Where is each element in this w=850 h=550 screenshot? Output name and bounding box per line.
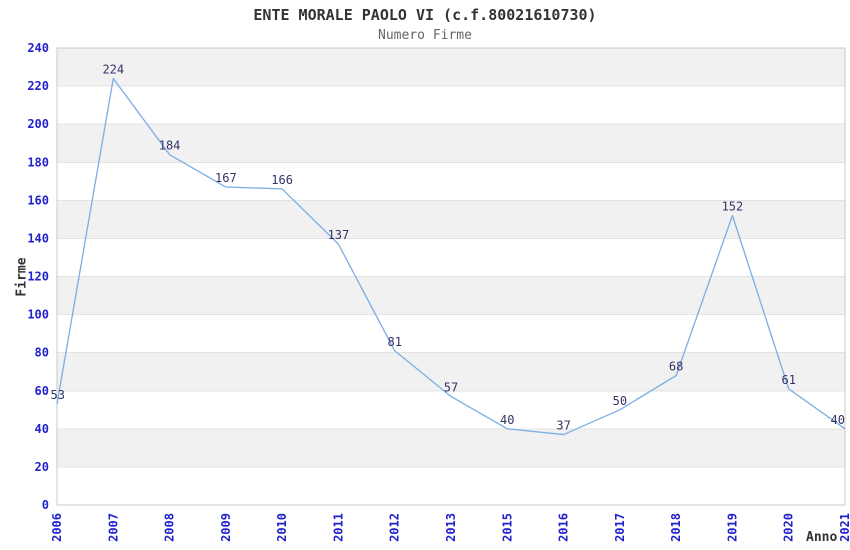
x-tick-label: 2007 bbox=[106, 513, 120, 542]
y-tick-label: 60 bbox=[35, 384, 49, 398]
y-tick-label: 220 bbox=[27, 79, 49, 93]
data-point-label: 167 bbox=[215, 171, 237, 185]
x-tick-label: 2019 bbox=[725, 513, 739, 542]
data-point-label: 53 bbox=[51, 388, 65, 402]
data-point-label: 57 bbox=[444, 380, 458, 394]
x-tick-label: 2017 bbox=[613, 513, 627, 542]
y-tick-label: 100 bbox=[27, 308, 49, 322]
x-tick-label: 2006 bbox=[50, 513, 64, 542]
plot-band bbox=[57, 276, 845, 315]
x-tick-label: 2021 bbox=[838, 513, 850, 542]
y-tick-label: 40 bbox=[35, 422, 49, 436]
x-tick-label: 2018 bbox=[669, 513, 683, 542]
x-tick-label: 2016 bbox=[557, 513, 571, 542]
data-point-label: 166 bbox=[271, 173, 293, 187]
x-tick-label: 2012 bbox=[388, 513, 402, 542]
y-tick-label: 240 bbox=[27, 41, 49, 55]
plot-band bbox=[57, 124, 845, 163]
data-point-label: 224 bbox=[102, 62, 124, 76]
y-tick-label: 140 bbox=[27, 231, 49, 245]
y-tick-label: 20 bbox=[35, 460, 49, 474]
data-line bbox=[56, 77, 846, 436]
x-tick-label: 2013 bbox=[444, 513, 458, 542]
y-tick-label: 160 bbox=[27, 193, 49, 207]
data-point-label: 61 bbox=[781, 373, 795, 387]
plot-band bbox=[57, 428, 845, 467]
y-tick-label: 200 bbox=[27, 117, 49, 131]
data-point-label: 81 bbox=[387, 335, 401, 349]
x-tick-label: 2020 bbox=[782, 513, 796, 542]
plot-border bbox=[56, 47, 846, 506]
x-tick-label: 2009 bbox=[219, 513, 233, 542]
data-point-label: 184 bbox=[159, 139, 181, 153]
y-tick-label: 0 bbox=[42, 498, 49, 512]
x-tick-label: 2015 bbox=[500, 513, 514, 542]
data-point-label: 37 bbox=[556, 419, 570, 433]
plot-band bbox=[57, 48, 845, 87]
data-point-label: 152 bbox=[722, 200, 744, 214]
plot-band bbox=[57, 352, 845, 391]
data-point-label: 40 bbox=[500, 413, 514, 427]
y-tick-label: 80 bbox=[35, 346, 49, 360]
x-axis-title: Anno bbox=[806, 530, 838, 545]
x-tick-label: 2008 bbox=[163, 513, 177, 542]
data-point-label: 50 bbox=[613, 394, 627, 408]
y-tick-label: 180 bbox=[27, 155, 49, 169]
data-point-label: 68 bbox=[669, 360, 683, 374]
chart-title: ENTE MORALE PAOLO VI (c.f.80021610730) bbox=[253, 6, 597, 24]
plot-band bbox=[57, 200, 845, 239]
x-tick-label: 2010 bbox=[275, 513, 289, 542]
y-tick-label: 120 bbox=[27, 270, 49, 284]
data-point-label: 137 bbox=[328, 228, 350, 242]
data-point-label: 40 bbox=[831, 413, 845, 427]
x-tick-label: 2011 bbox=[331, 513, 345, 542]
chart-subtitle: Numero Firme bbox=[378, 28, 472, 43]
